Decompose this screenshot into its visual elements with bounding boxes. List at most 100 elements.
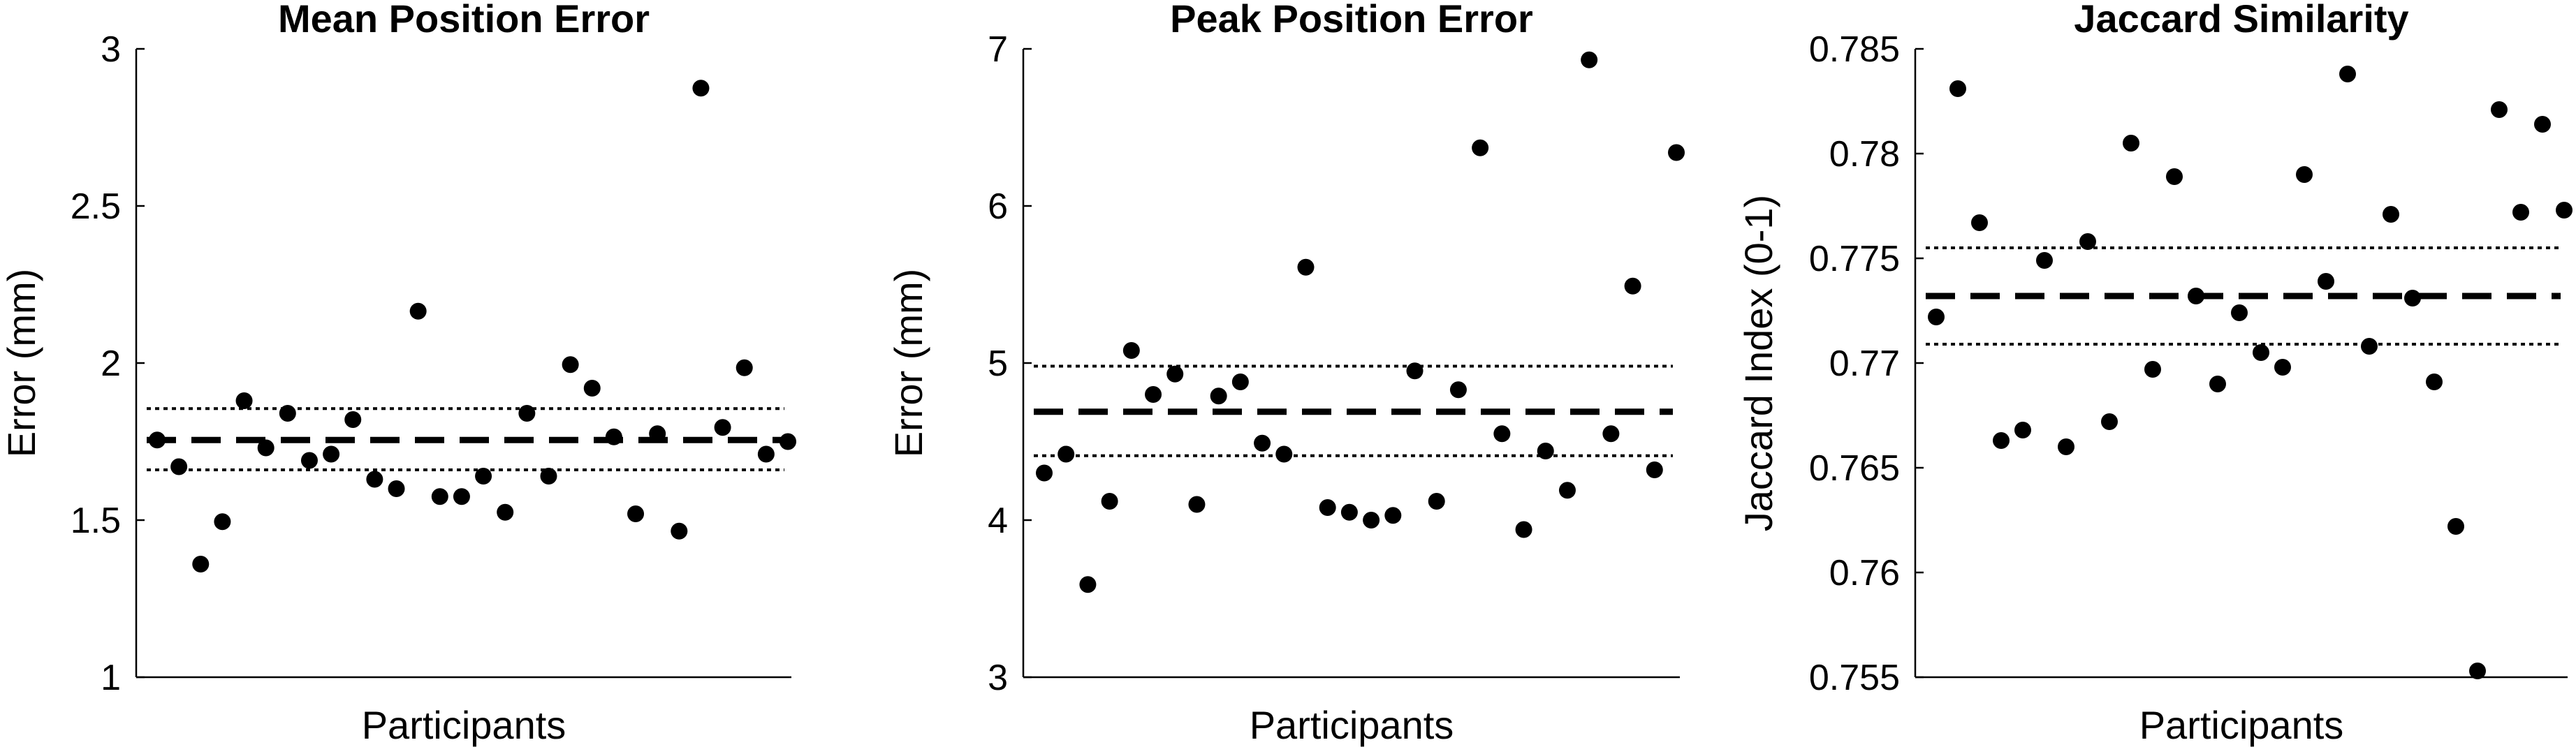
data-point	[2079, 233, 2096, 250]
y-tick-label: 0.755	[1809, 658, 1900, 698]
data-point	[431, 488, 448, 505]
data-point	[497, 503, 514, 521]
y-tick-label: 7	[988, 29, 1008, 70]
data-point	[2101, 413, 2118, 430]
data-point	[366, 471, 383, 488]
y-axis-label: Jaccard Index (0-1)	[1736, 195, 1780, 531]
data-point	[300, 452, 318, 469]
x-axis-label: Participants	[1250, 703, 1454, 747]
data-point	[1558, 482, 1576, 499]
data-point	[192, 556, 210, 572]
data-point	[2274, 359, 2291, 376]
chart-panel-1: Mean Position Error 1 1.5 2 2.5 3 Error (mm) Pa…	[0, 0, 796, 747]
data-point	[2512, 204, 2529, 221]
data-point	[388, 480, 405, 497]
data-point	[1928, 309, 1945, 325]
data-point	[2166, 168, 2183, 185]
data-point	[1254, 434, 1271, 452]
data-point	[692, 80, 710, 97]
data-point	[780, 433, 796, 450]
data-point	[1297, 258, 1315, 276]
y-tick-label: 0.785	[1809, 29, 1900, 70]
data-point	[2014, 422, 2031, 438]
y-tick-label: 2	[101, 343, 121, 384]
data-point	[671, 522, 688, 540]
data-point	[475, 468, 492, 485]
data-point	[649, 425, 666, 443]
y-tick-label: 0.765	[1809, 448, 1900, 489]
y-tick-label: 6	[988, 186, 1008, 227]
data-point	[344, 411, 362, 428]
data-point	[736, 359, 753, 376]
data-point	[2361, 338, 2378, 355]
data-point	[1993, 432, 2010, 449]
data-point	[1188, 496, 1206, 513]
data-point	[1406, 362, 1424, 380]
data-point	[2231, 304, 2248, 321]
data-point	[1602, 425, 1620, 443]
chart-title: Mean Position Error	[278, 0, 650, 40]
data-point	[1493, 425, 1511, 443]
data-point	[757, 445, 775, 463]
data-point	[1101, 493, 1118, 510]
data-point	[1428, 493, 1445, 510]
data-point	[1231, 374, 1249, 390]
data-point	[2447, 518, 2464, 535]
chart-title: Jaccard Similarity	[2074, 0, 2408, 40]
chart-panel-2: Peak Position Error 3 4 5 6 7 Error (mm) Partic…	[886, 0, 1685, 747]
data-point	[235, 392, 253, 409]
data-point	[1145, 386, 1162, 403]
data-point	[1079, 576, 1097, 593]
data-point	[2556, 202, 2573, 219]
data-point	[1515, 521, 1532, 538]
data-point	[2209, 376, 2226, 392]
data-point	[453, 488, 470, 505]
data-point	[2058, 438, 2074, 455]
data-point	[1581, 51, 1598, 68]
data-point	[1449, 381, 1467, 399]
data-point	[714, 419, 731, 436]
data-point	[627, 505, 645, 522]
data-point	[409, 302, 427, 320]
y-tick-label: 0.76	[1829, 553, 1900, 593]
data-point	[2383, 206, 2399, 223]
data-point	[2188, 288, 2204, 304]
data-point	[1363, 512, 1380, 528]
y-axis-label: Error (mm)	[0, 269, 43, 458]
data-point	[2036, 252, 2053, 269]
data-point	[149, 431, 166, 449]
data-point	[1384, 507, 1402, 524]
x-axis-label: Participants	[2139, 703, 2344, 747]
y-tick-label: 0.77	[1829, 343, 1900, 384]
y-tick-label: 3	[101, 29, 121, 70]
data-point	[2491, 101, 2508, 118]
data-point	[1646, 461, 1663, 478]
data-point	[1537, 443, 1554, 459]
data-point	[1122, 342, 1140, 359]
data-point	[2144, 361, 2161, 378]
data-point	[257, 439, 275, 457]
data-point	[562, 356, 579, 374]
y-tick-label: 0.775	[1809, 239, 1900, 279]
data-point	[1275, 445, 1293, 463]
data-point	[2469, 663, 2486, 679]
data-point	[1210, 387, 1227, 405]
data-point	[1668, 144, 1685, 161]
y-tick-label: 3	[988, 658, 1008, 698]
y-tick-label: 2.5	[71, 186, 121, 227]
data-point	[1472, 139, 1489, 156]
data-point	[1058, 445, 1075, 463]
data-point	[2253, 344, 2269, 361]
data-point	[1036, 464, 1053, 482]
x-axis-label: Participants	[362, 703, 566, 747]
data-point	[2296, 166, 2313, 183]
data-point	[1949, 80, 1966, 97]
data-point	[2404, 290, 2421, 306]
data-point	[1166, 365, 1184, 383]
y-tick-label: 0.78	[1829, 134, 1900, 175]
y-tick-label: 1	[101, 658, 121, 698]
data-point	[518, 405, 536, 422]
data-point	[1340, 503, 1358, 521]
data-point	[323, 445, 340, 463]
